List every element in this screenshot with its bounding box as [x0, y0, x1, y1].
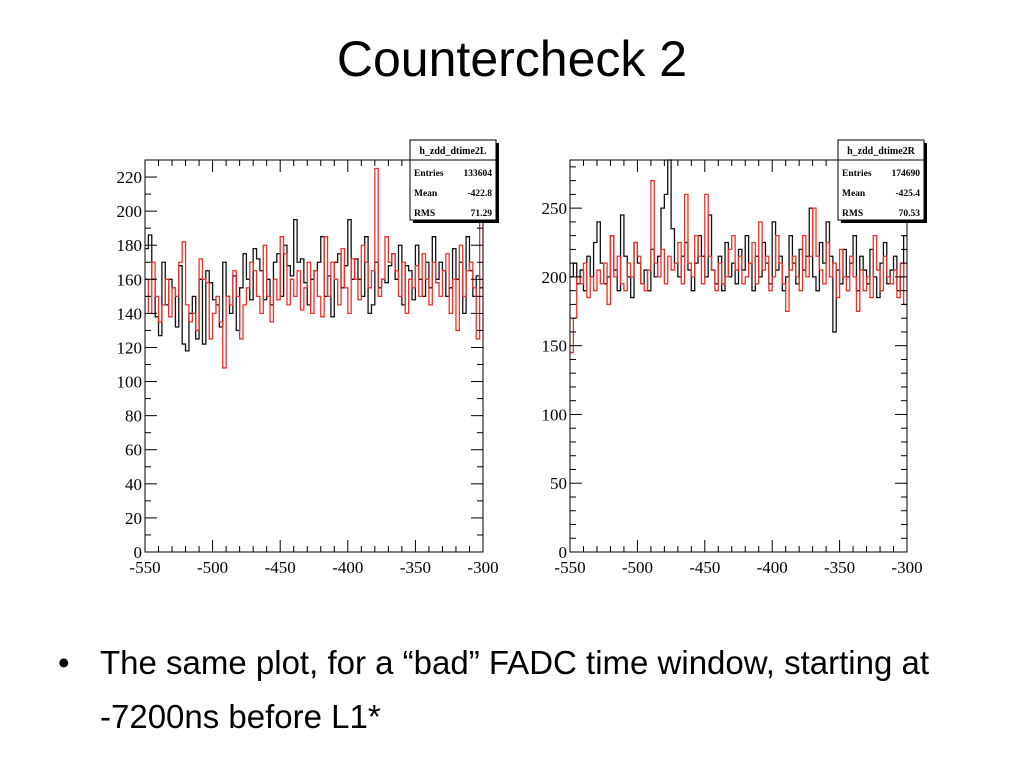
- stats-row-value: 71.29: [471, 209, 493, 219]
- bullet-dot: •: [58, 644, 70, 681]
- series-red-line: [570, 179, 907, 354]
- stats-box-name: h_zdd_dtime2L: [419, 146, 487, 157]
- stats-box-name: h_zdd_dtime2R: [847, 146, 916, 157]
- stats-row-label: Mean: [842, 189, 866, 199]
- x-tick-label: -400: [332, 558, 363, 577]
- stats-box: h_zdd_dtime2R Entries 174690 Mean -425.4 RMS 7…: [837, 139, 927, 223]
- stats-row-value: 174690: [892, 169, 921, 179]
- histogram-left: -550 -500 -450 -400 -350 -300 0 20 40 60 80 100 120 1…: [117, 139, 499, 577]
- x-tick-label: -550: [129, 558, 160, 577]
- stats-row-value: -425.4: [895, 189, 920, 199]
- y-tick-label: 140: [117, 304, 143, 323]
- stats-row-label: RMS: [414, 209, 435, 219]
- histogram-right: -550 -500 -450 -400 -350 -300 0 50 100 150 200 250 h…: [542, 139, 927, 577]
- y-tick-label: 160: [117, 270, 143, 289]
- y-tick-label: 20: [125, 509, 142, 528]
- stats-row-label: RMS: [842, 209, 863, 219]
- series-red-line: [145, 167, 483, 369]
- y-tick-label: 180: [117, 236, 143, 255]
- y-tick-label: 40: [125, 475, 142, 494]
- x-tick-label: -350: [824, 558, 855, 577]
- slide-title: Countercheck 2: [336, 31, 688, 87]
- x-tick-label: -300: [891, 558, 922, 577]
- stats-row-label: Entries: [414, 169, 444, 179]
- bullet-list: • The same plot, for a “bad” FADC time w…: [58, 636, 978, 744]
- x-tick-label: -300: [467, 558, 498, 577]
- stats-row-value: -422.8: [467, 189, 492, 199]
- x-tick-label: -450: [265, 558, 296, 577]
- y-tick-label: 150: [542, 337, 568, 356]
- y-tick-label: 100: [117, 373, 143, 392]
- y-tick-label: 220: [117, 168, 143, 187]
- y-tick-label: 80: [125, 407, 142, 426]
- y-tick-label: 0: [134, 543, 143, 562]
- plot-frame: [569, 159, 908, 553]
- x-tick-label: -450: [689, 558, 720, 577]
- y-tick-label: 0: [559, 543, 568, 562]
- plot-frame: [144, 159, 484, 553]
- stats-row-label: Entries: [842, 169, 872, 179]
- bullet-text: The same plot, for a “bad” FADC time win…: [100, 644, 930, 735]
- y-tick-label: 200: [117, 202, 143, 221]
- y-tick-label: 100: [542, 405, 568, 424]
- y-tick-label: 120: [117, 338, 143, 357]
- y-tick-label: 250: [542, 199, 568, 218]
- y-tick-label: 200: [542, 268, 568, 287]
- y-tick-label: 50: [550, 474, 567, 493]
- stats-row-value: 133604: [464, 169, 493, 179]
- y-tick-label: 60: [125, 441, 142, 460]
- stats-box: h_zdd_dtime2L Entries 133604 Mean -422.8 RMS 7…: [409, 139, 499, 223]
- x-tick-label: -400: [757, 558, 788, 577]
- stats-row-label: Mean: [414, 189, 438, 199]
- x-tick-label: -550: [554, 558, 585, 577]
- x-tick-label: -500: [622, 558, 653, 577]
- stats-row-value: 70.53: [899, 209, 921, 219]
- x-tick-label: -500: [197, 558, 228, 577]
- x-tick-label: -350: [400, 558, 431, 577]
